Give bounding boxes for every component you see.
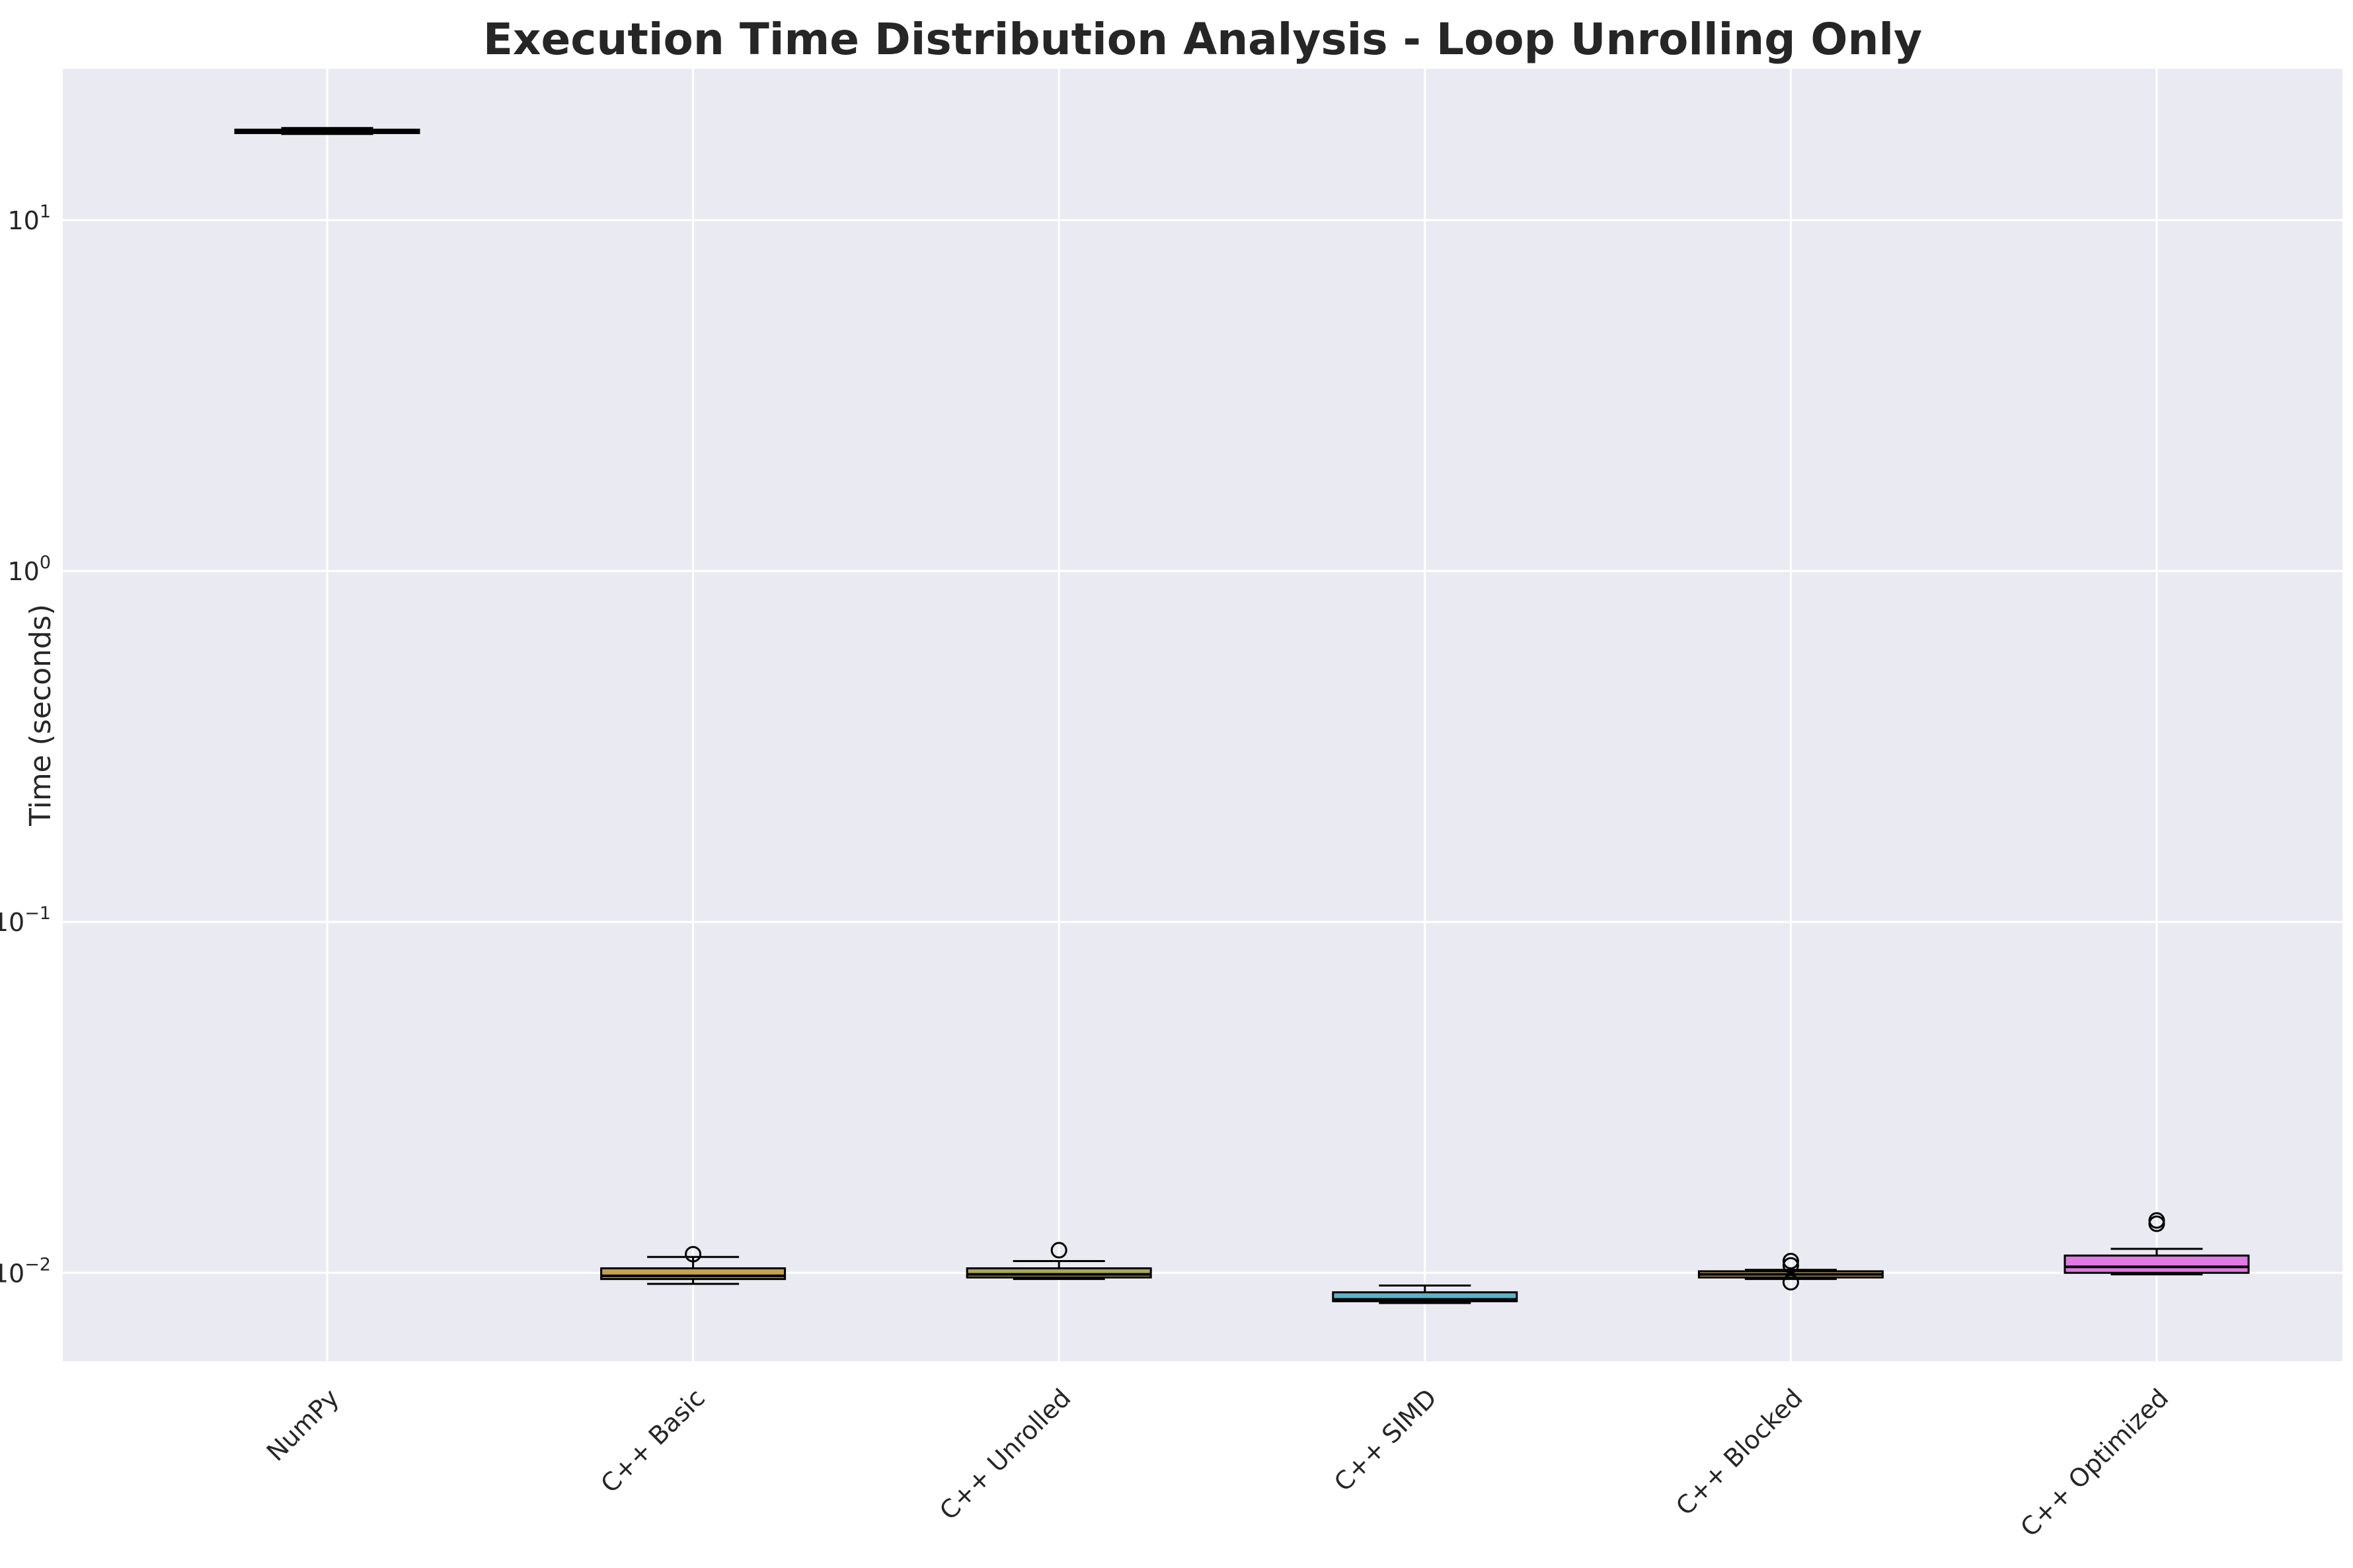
x-tick-label: C++ Basic [595,1383,711,1499]
boxes [234,127,2250,1304]
x-tick-label: NumPy [261,1383,345,1467]
box-c-unrolled [966,1242,1152,1281]
box-c-blocked [1697,1253,1884,1291]
y-tick-label: 10−1 [0,903,51,937]
outlier-point [1782,1257,1799,1274]
x-tick-label: C++ SIMD [1329,1383,1442,1497]
x-tick-label: C++ Unrolled [934,1383,1077,1526]
x-tick-label: C++ Optimized [2015,1383,2174,1542]
iqr-box [2064,1254,2250,1274]
x-axis-ticks: NumPy C++ Basic C++ Unrolled C++ SIMD C++ Bl… [261,1383,2175,1542]
chart-title: Execution Time Distribution Analysis - L… [483,14,1922,65]
x-tick-label: C++ Blocked [1670,1383,1808,1521]
y-tick-label: 10−2 [0,1254,51,1288]
box-c-basic [600,1246,787,1285]
outlier-point [1782,1253,1799,1270]
y-axis-ticks: 101 100 10−1 10−2 [0,202,51,1288]
iqr-box [966,1267,1152,1279]
box-numpy [234,127,420,135]
iqr-box [600,1267,787,1281]
plot-area [63,69,2342,1361]
box-c-simd [1332,1285,1518,1304]
outlier-point [685,1246,702,1263]
outlier-point [1782,1274,1799,1291]
y-axis-label: Time (seconds) [24,604,58,827]
outlier-point [2148,1212,2165,1229]
y-tick-label: 101 [7,202,51,235]
y-tick-label: 100 [7,552,51,586]
grid-lines [63,69,2342,1361]
box-c-optimized [2064,1212,2250,1276]
outlier-point [1050,1242,1067,1259]
